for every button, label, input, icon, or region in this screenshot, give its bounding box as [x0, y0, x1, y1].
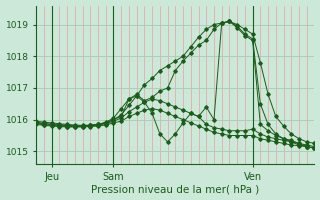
- X-axis label: Pression niveau de la mer( hPa ): Pression niveau de la mer( hPa ): [91, 184, 260, 194]
